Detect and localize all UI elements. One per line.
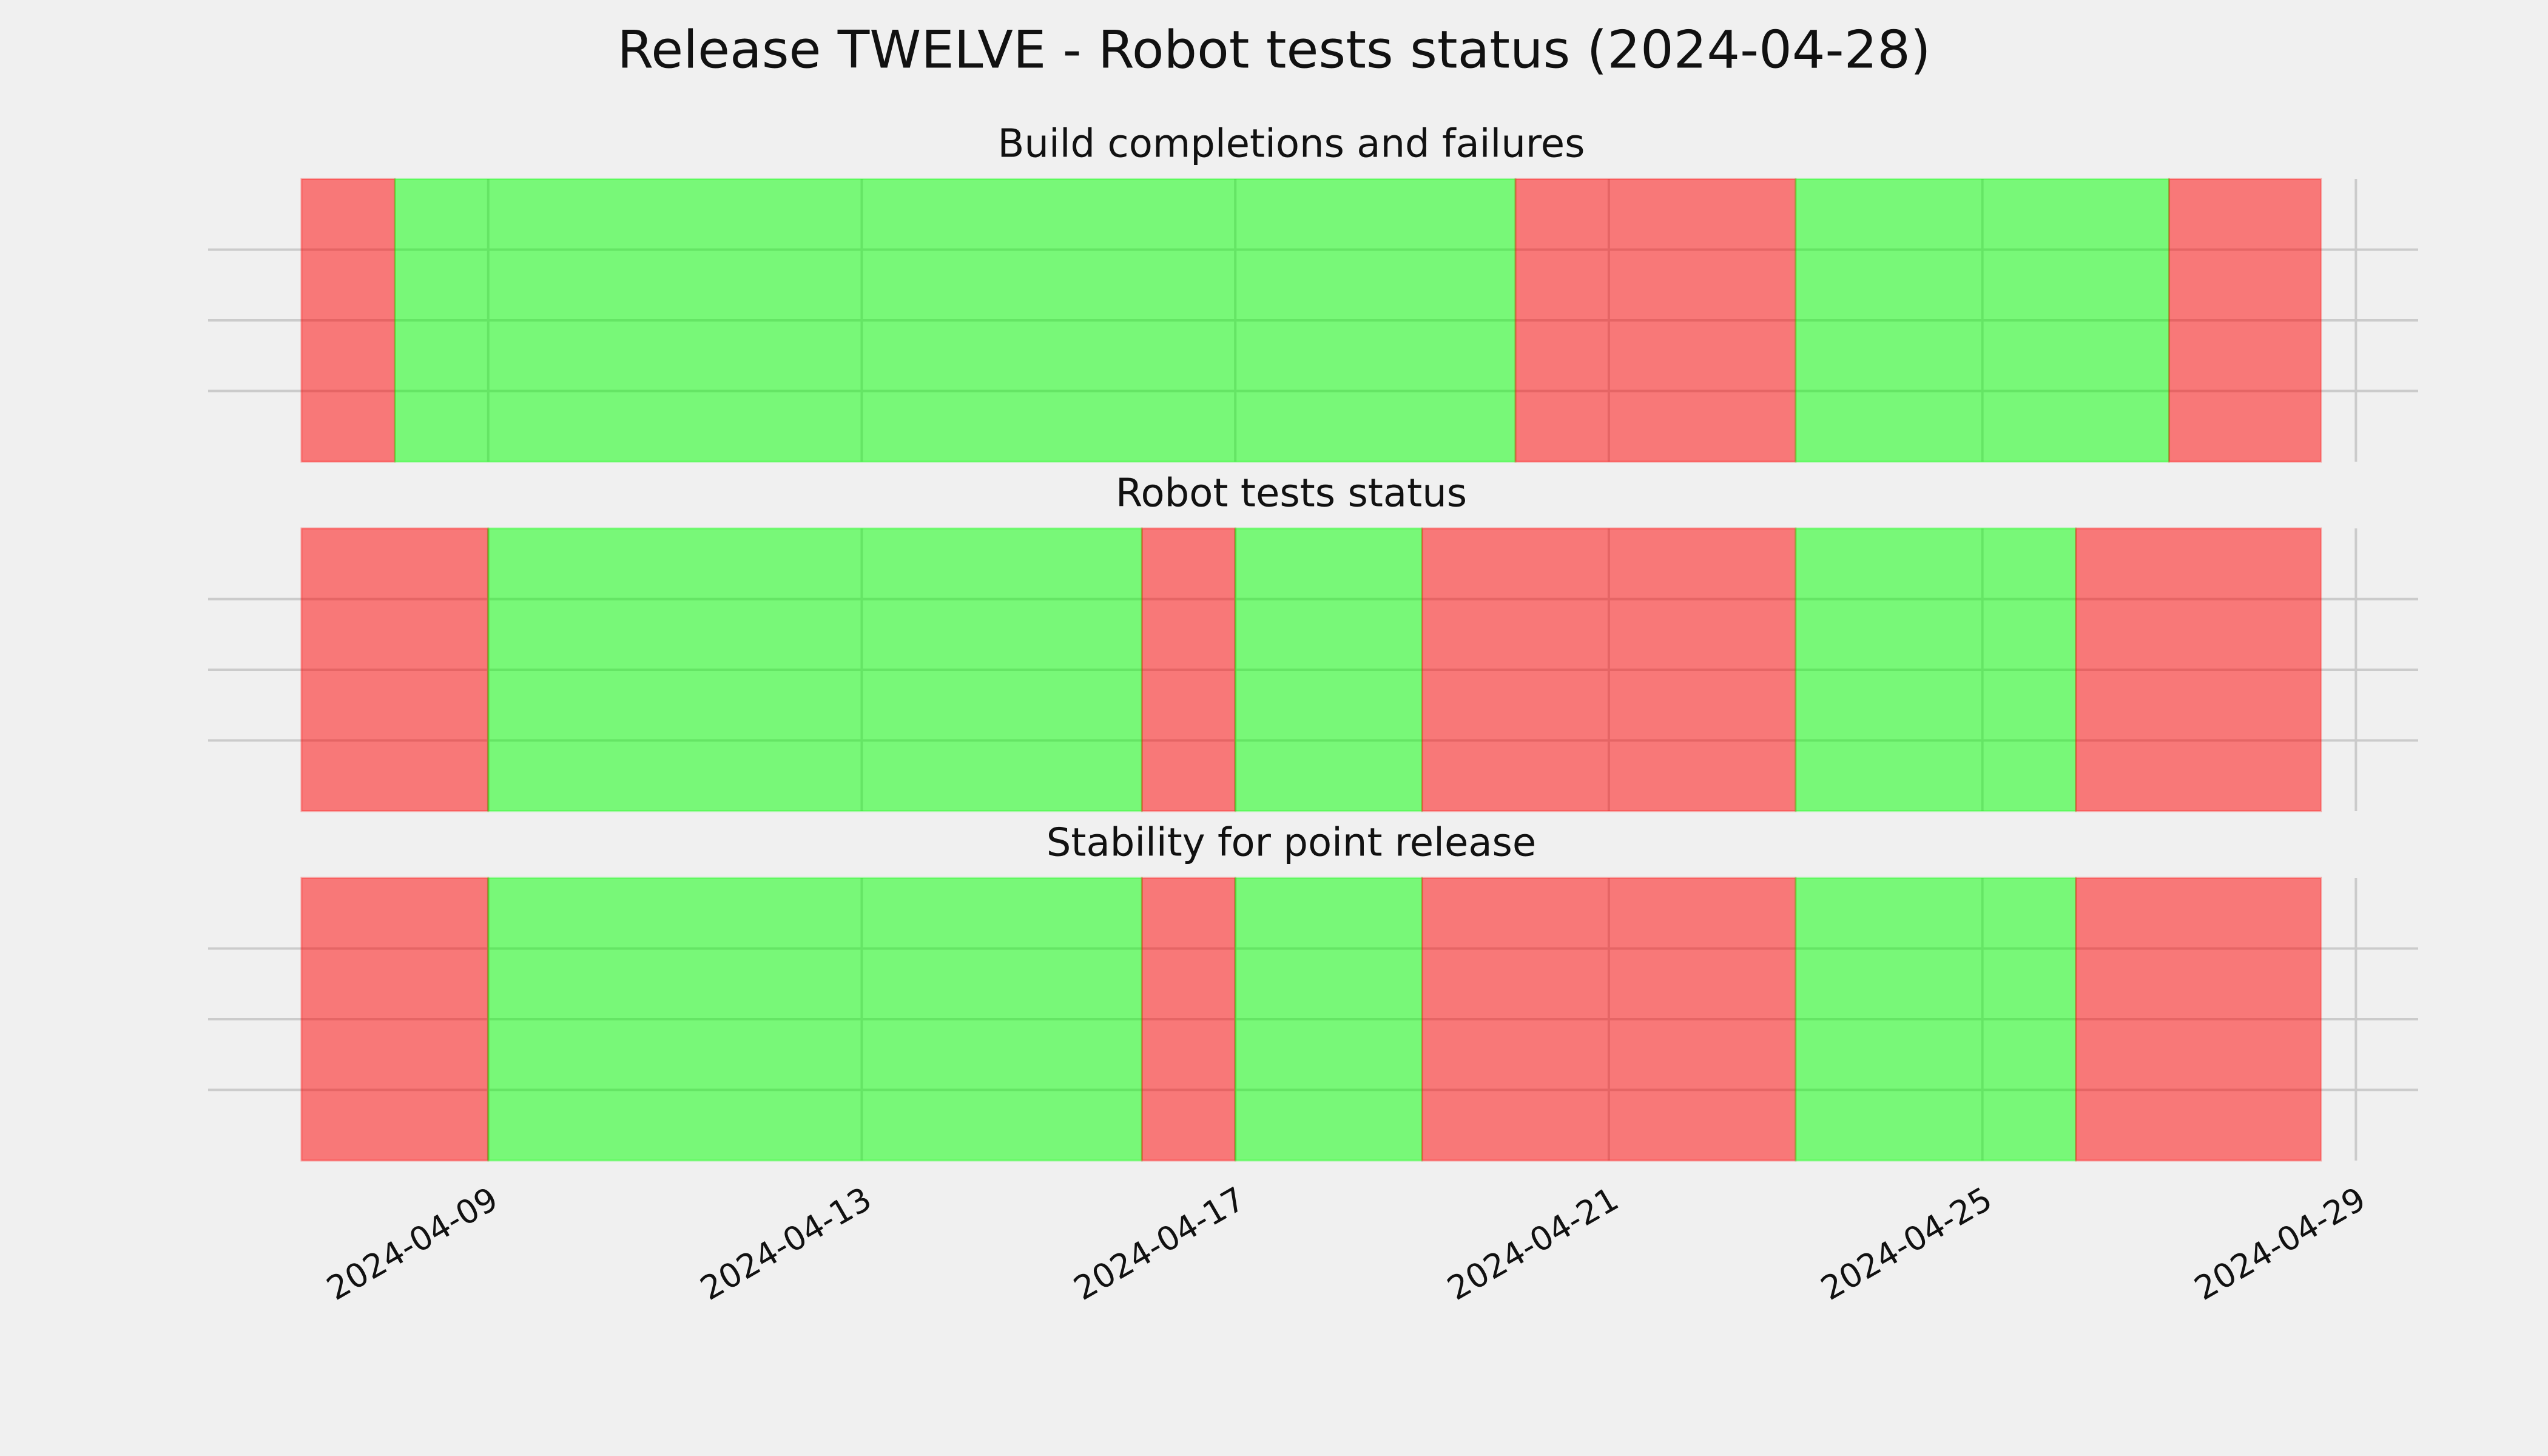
status-span (1141, 527, 1236, 812)
status-span (2075, 527, 2322, 812)
status-span (1421, 877, 1797, 1162)
status-span (1795, 877, 2077, 1162)
status-span (300, 877, 490, 1162)
chart-title: Release TWELVE - Robot tests status (202… (617, 19, 1930, 80)
status-span (487, 527, 1143, 812)
subplot-title: Robot tests status (1116, 471, 1467, 516)
status-span (1795, 527, 2077, 812)
status-span (1234, 877, 1423, 1162)
status-span (1234, 527, 1423, 812)
status-span (300, 527, 490, 812)
subplot-title: Stability for point release (1046, 821, 1537, 866)
status-span (1141, 877, 1236, 1162)
status-span (487, 877, 1143, 1162)
status-span (1421, 527, 1797, 812)
status-span (2075, 877, 2322, 1162)
status-span (2168, 178, 2322, 463)
status-span (300, 178, 396, 463)
status-span (1514, 178, 1797, 463)
subplot-title: Build completions and failures (998, 122, 1585, 167)
status-span (394, 178, 1517, 463)
status-span (1795, 178, 2171, 463)
